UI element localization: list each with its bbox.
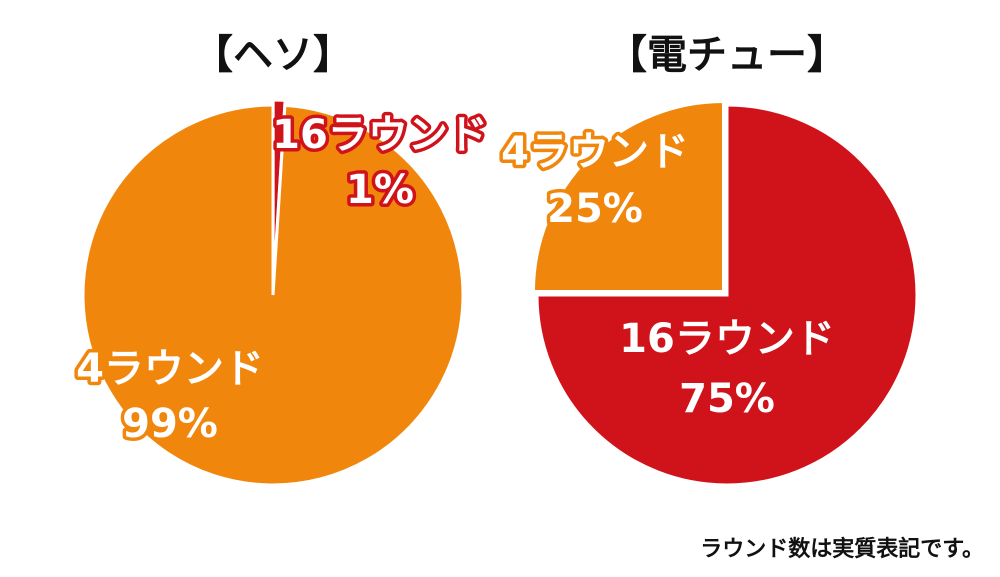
pie-slice <box>531 99 725 293</box>
chart-title: 【ヘソ】 <box>193 32 353 78</box>
slice-label: 4ラウンド <box>76 346 264 392</box>
slice-value-label: 75% <box>679 376 775 422</box>
pie-chart-1: 【ヘソ】 16ラウンド 1% 4ラウンド 99% <box>73 32 491 487</box>
slice-label: 16ラウンド <box>619 316 835 362</box>
slice-value-label: 25% <box>547 186 643 232</box>
slice-value-label: 1% <box>346 167 414 213</box>
pie-slice <box>81 103 465 487</box>
footnote: ラウンド数は実質表記です。 <box>700 537 984 562</box>
slice-label: 16ラウンド <box>272 112 488 158</box>
pie-chart-2: 【電チュー】 16ラウンド 75% 4ラウンド 25% <box>498 32 919 487</box>
slice-value-label: 99% <box>122 401 218 447</box>
pie-slice <box>535 103 919 487</box>
slice-label: 4ラウンド <box>501 129 689 175</box>
chart-title: 【電チュー】 <box>607 32 847 78</box>
